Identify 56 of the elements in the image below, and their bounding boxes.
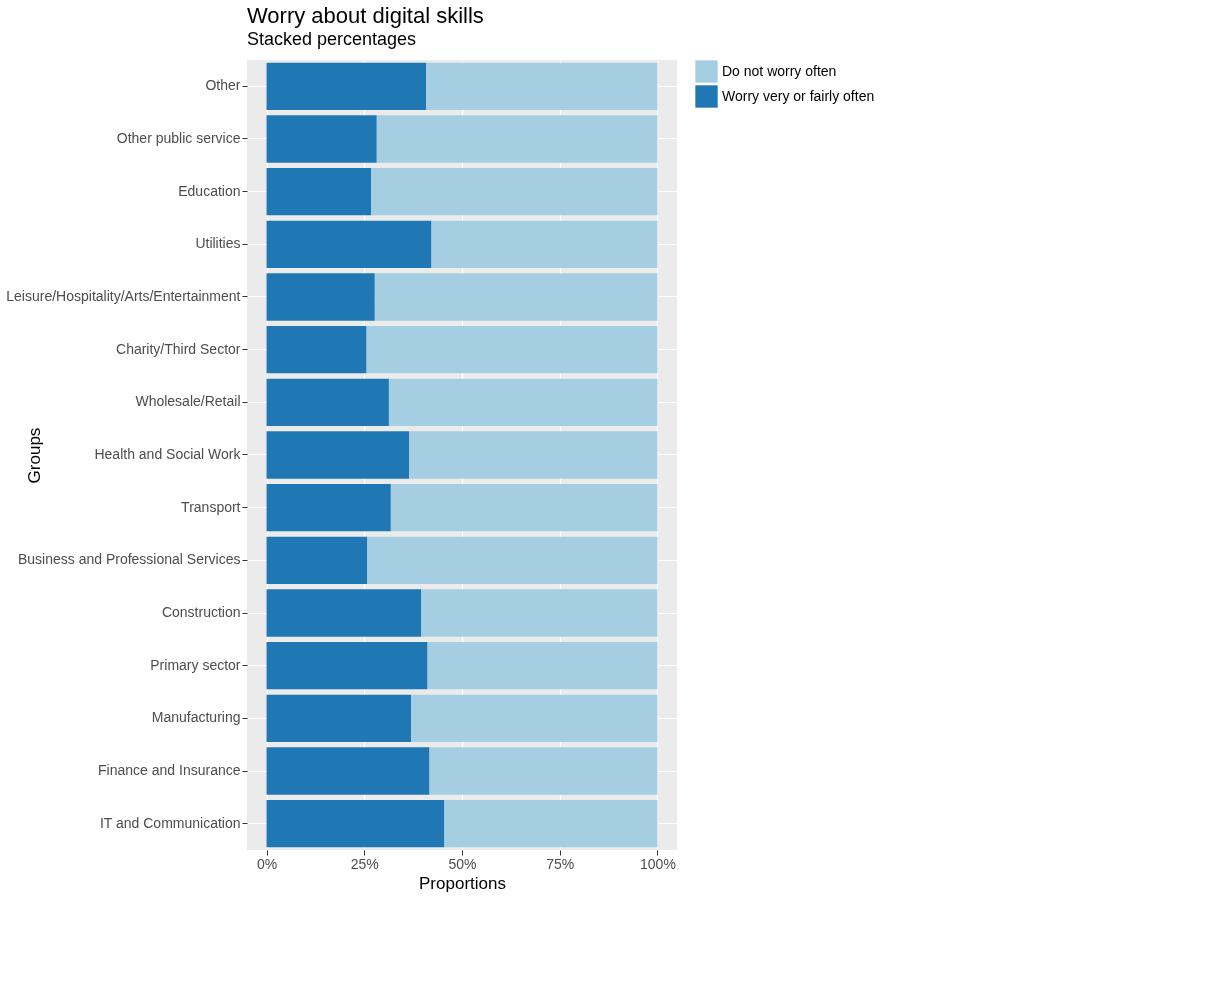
bar <box>426 62 658 111</box>
bar <box>266 115 377 163</box>
y-tick-label: Primary sector <box>150 656 241 673</box>
bar <box>266 799 445 848</box>
bar <box>266 378 389 427</box>
bar <box>366 325 658 374</box>
y-tick-label: Business and Professional Services <box>17 551 241 568</box>
y-tick-label: Education <box>178 182 241 199</box>
bar <box>388 378 658 427</box>
chart-subtitle: Stacked percentages <box>247 29 417 49</box>
bar <box>266 641 428 690</box>
legend-label: Worry very or fairly often <box>722 87 875 104</box>
y-tick-label: Manufacturing <box>151 709 241 726</box>
y-tick-label: IT and Communication <box>99 814 241 831</box>
bar <box>266 431 410 479</box>
bar <box>266 325 367 374</box>
bar <box>266 167 372 216</box>
x-tick-label: 0% <box>256 855 278 872</box>
y-tick-label: Wholesale/Retail <box>135 393 241 410</box>
bar <box>266 62 427 111</box>
y-tick-label: Transport <box>181 498 241 515</box>
bar <box>266 694 412 743</box>
bar <box>409 431 658 479</box>
bar <box>367 536 658 585</box>
y-axis-title: Groups <box>24 427 44 484</box>
bar <box>411 694 658 743</box>
bar <box>431 220 658 269</box>
bar <box>266 220 432 269</box>
x-tick-label: 50% <box>448 855 477 872</box>
bar <box>266 747 430 795</box>
bar <box>374 273 658 321</box>
chart-title: Worry about digital skills <box>247 3 484 28</box>
bar <box>421 589 658 637</box>
y-tick-label: Charity/Third Sector <box>116 340 241 357</box>
x-tick-label: 25% <box>350 855 379 872</box>
y-tick-label: Other public service <box>116 130 241 146</box>
y-tick-label: Utilities <box>195 235 241 252</box>
bar <box>266 273 375 321</box>
bar <box>266 483 391 532</box>
x-axis-title: Proportions <box>419 873 506 893</box>
y-tick-label: Construction <box>161 604 241 620</box>
legend-label: Do not worry often <box>722 62 837 79</box>
x-tick-label: 100% <box>640 855 676 872</box>
y-tick-label: Other <box>205 77 241 94</box>
x-tick-label: 75% <box>546 855 575 872</box>
y-tick-label: Health and Social Work <box>94 446 242 462</box>
y-tick-label: Leisure/Hospitality/Arts/Entertainment <box>6 288 241 304</box>
bar <box>427 641 658 690</box>
bar <box>371 167 658 216</box>
bar <box>390 483 658 532</box>
bar <box>376 115 658 163</box>
bar <box>266 589 422 637</box>
y-tick-label: Finance and Insurance <box>98 762 241 778</box>
bar <box>266 536 368 585</box>
bar <box>444 799 658 848</box>
bar <box>429 747 658 795</box>
